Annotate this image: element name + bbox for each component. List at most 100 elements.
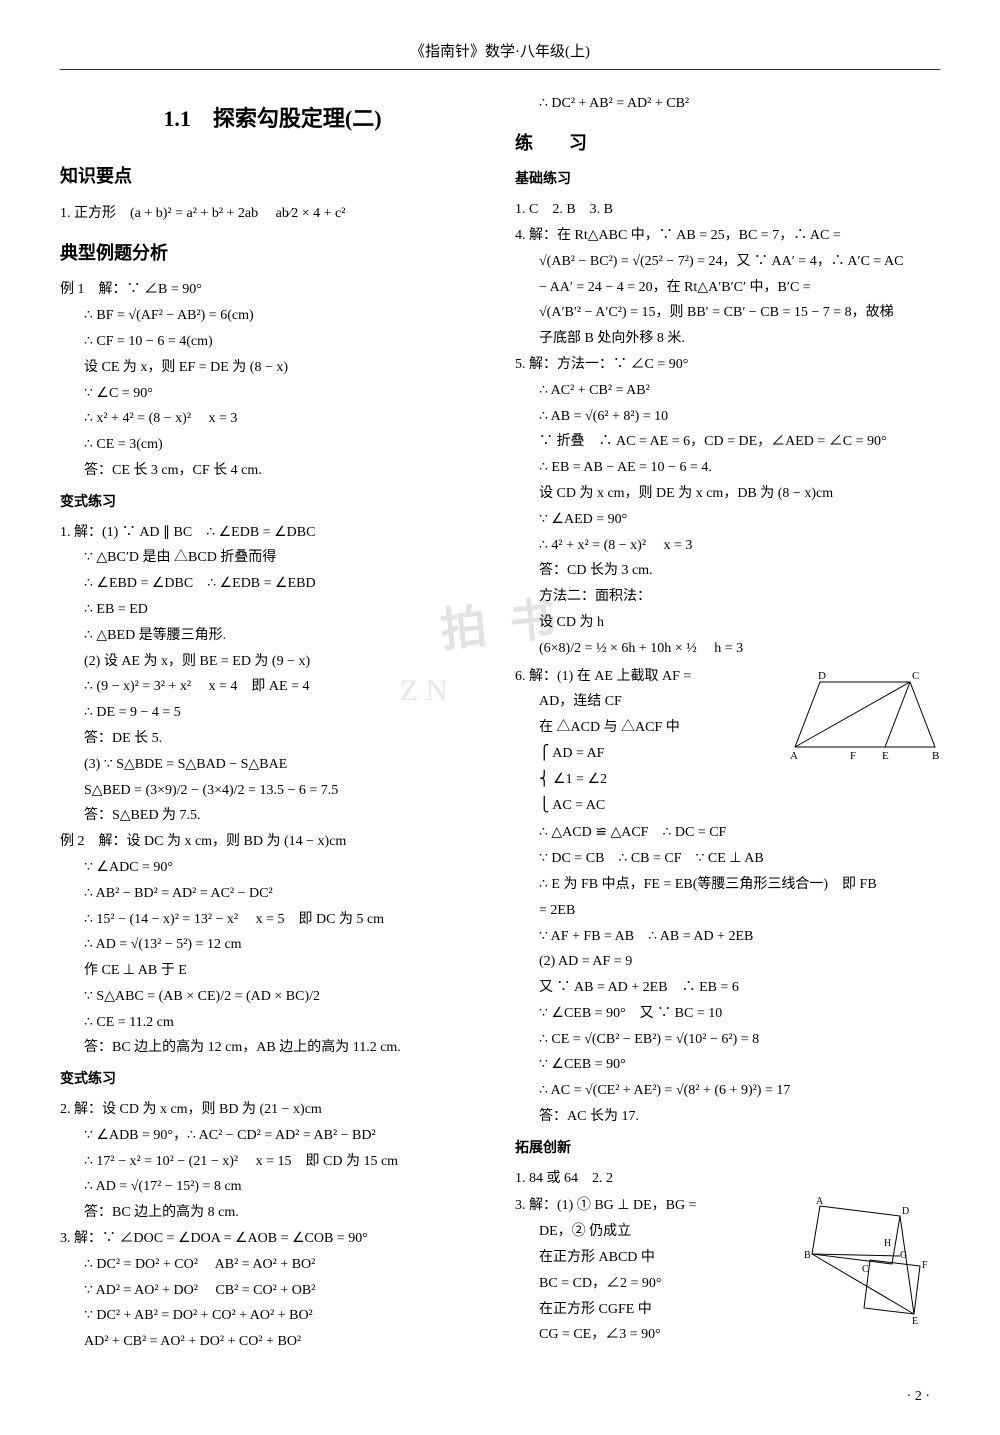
variant-1: 变式练习 bbox=[60, 491, 485, 515]
q6-l6: ∴ △ACD ≌ △ACF ∴ DC = CF bbox=[515, 821, 940, 845]
ex1-l1: ∴ BF = √(AF² − AB²) = 6(cm) bbox=[60, 304, 485, 328]
p1-l0: 1. 解：(1) ∵ AD ∥ BC ∴ ∠EDB = ∠DBC bbox=[60, 521, 485, 545]
q4-l1: √(AB² − BC²) = √(25² − 7²) = 24，又 ∵ AA′ … bbox=[515, 250, 940, 274]
page-number: · 2 · bbox=[907, 1389, 930, 1405]
q5-l6: ∵ ∠AED = 90° bbox=[515, 508, 940, 532]
q5-l1: ∴ AC² + CB² = AB² bbox=[515, 379, 940, 403]
p1-l9: (3) ∵ S△BDE = S△BAD − S△BAE bbox=[60, 753, 485, 777]
q6-l13: ∵ ∠CEB = 90° 又 ∵ BC = 10 bbox=[515, 1002, 940, 1026]
diagram-squares: A D H G B C F E bbox=[800, 1196, 940, 1326]
q3b-l5: CG = CE，∠3 = 90° bbox=[515, 1323, 790, 1347]
q6-l9: = 2EB bbox=[515, 899, 940, 923]
lbl2-A: A bbox=[816, 1196, 824, 1207]
ex1-l2: ∴ CF = 10 − 6 = 4(cm) bbox=[60, 330, 485, 354]
lbl2-B: B bbox=[804, 1250, 811, 1261]
page-header: 《指南针》数学·八年级(上) bbox=[60, 40, 940, 70]
ex1-l4: ∵ ∠C = 90° bbox=[60, 382, 485, 406]
lbl2-G: G bbox=[900, 1250, 907, 1261]
q5-l9: 方法二：面积法： bbox=[515, 585, 940, 609]
ex2-l0: 例 2 解：设 DC 为 x cm，则 BD 为 (14 − x)cm bbox=[60, 830, 485, 854]
ex1-l3: 设 CE 为 x，则 EF = DE 为 (8 − x) bbox=[60, 356, 485, 380]
ex1-l7: 答：CE 长 3 cm，CF 长 4 cm. bbox=[60, 459, 485, 483]
p2-l3: ∴ AD = √(17² − 15²) = 8 cm bbox=[60, 1175, 485, 1199]
q6-l1: AD，连结 CF bbox=[515, 690, 780, 714]
q4-l4: 子底部 B 处向外移 8 米. bbox=[515, 327, 940, 351]
practice-heading: 练 习 bbox=[515, 128, 940, 159]
ex2-l6: ∵ S△ABC = (AB × CE)/2 = (AD × BC)/2 bbox=[60, 985, 485, 1009]
lbl2-D: D bbox=[902, 1206, 909, 1217]
ex2-l8: 答：BC 边上的高为 12 cm，AB 边上的高为 11.2 cm. bbox=[60, 1036, 485, 1060]
q5-l8: 答：CD 长为 3 cm. bbox=[515, 559, 940, 583]
basic-answers: 1. C 2. B 3. B bbox=[515, 198, 940, 222]
ex2-l1: ∵ ∠ADC = 90° bbox=[60, 856, 485, 880]
q6-l10: ∵ AF + FB = AB ∴ AB = AD + 2EB bbox=[515, 925, 940, 949]
p1-l6: ∴ (9 − x)² = 3² + x² x = 4 即 AE = 4 bbox=[60, 675, 485, 699]
ex1-l6: ∴ CE = 3(cm) bbox=[60, 433, 485, 457]
examples-heading: 典型例题分析 bbox=[60, 238, 485, 269]
lbl2-C: C bbox=[862, 1264, 869, 1275]
q5-l4: ∴ EB = AB − AE = 10 − 6 = 4. bbox=[515, 456, 940, 480]
q3b-l2: 在正方形 ABCD 中 bbox=[515, 1246, 790, 1270]
diagram-trapezoid: D C A F E B bbox=[790, 667, 940, 767]
p3-l0: 3. 解：∵ ∠DOC = ∠DOA = ∠AOB = ∠COB = 90° bbox=[60, 1227, 485, 1251]
p1-l5: (2) 设 AE 为 x，则 BE = ED 为 (9 − x) bbox=[60, 650, 485, 674]
p1-l1: ∵ △BC′D 是由 △BCD 折叠而得 bbox=[60, 546, 485, 570]
q3b-l3: BC = CD，∠2 = 90° bbox=[515, 1272, 790, 1296]
lbl-B: B bbox=[932, 750, 939, 762]
ex1-l0: 例 1 解：∵ ∠B = 90° bbox=[60, 278, 485, 302]
q6-l0: 6. 解：(1) 在 AE 上截取 AF = bbox=[515, 665, 780, 689]
q5-l10: 设 CD 为 h bbox=[515, 611, 940, 635]
q6-l7: ∵ DC = CB ∴ CB = CF ∵ CE ⊥ AB bbox=[515, 847, 940, 871]
q4-l2: − AA′ = 24 − 4 = 20，在 Rt△A′B′C′ 中，B′C = bbox=[515, 276, 940, 300]
p1-l3: ∴ EB = ED bbox=[60, 598, 485, 622]
lbl-E: E bbox=[882, 750, 889, 762]
q5-l7: ∴ 4² + x² = (8 − x)² x = 3 bbox=[515, 534, 940, 558]
p3-l2: ∵ AD² = AO² + DO² CB² = CO² + OB² bbox=[60, 1279, 485, 1303]
p1-l2: ∴ ∠EBD = ∠DBC ∴ ∠EDB = ∠EBD bbox=[60, 572, 485, 596]
left-column: 1.1 探索勾股定理(二) 知识要点 1. 正方形 (a + b)² = a² … bbox=[60, 90, 485, 1356]
p3-l4: AD² + CB² = AO² + DO² + CO² + BO² bbox=[60, 1330, 485, 1354]
p2-l1: ∵ ∠ADB = 90°，∴ AC² − CD² = AD² = AB² − B… bbox=[60, 1124, 485, 1148]
lbl2-E: E bbox=[912, 1316, 918, 1326]
right-top: ∴ DC² + AB² = AD² + CB² bbox=[515, 92, 940, 116]
q6-l16: ∴ AC = √(CE² + AE²) = √(8² + (6 + 9)²) =… bbox=[515, 1079, 940, 1103]
q5-l11: (6×8)/2 = ½ × 6h + 10h × ½ h = 3 bbox=[515, 637, 940, 661]
p1-l7: ∴ DE = 9 − 4 = 5 bbox=[60, 701, 485, 725]
q4-l0: 4. 解：在 Rt△ABC 中，∵ AB = 25，BC = 7，∴ AC = bbox=[515, 224, 940, 248]
right-column: ∴ DC² + AB² = AD² + CB² 练 习 基础练习 1. C 2.… bbox=[515, 90, 940, 1356]
ex2-l3: ∴ 15² − (14 − x)² = 13² − x² x = 5 即 DC … bbox=[60, 908, 485, 932]
q6-l3: ⎧ AD = AF bbox=[515, 742, 780, 766]
q6-l15: ∵ ∠CEB = 90° bbox=[515, 1053, 940, 1077]
basic-heading: 基础练习 bbox=[515, 168, 940, 192]
q5-l0: 5. 解：方法一：∵ ∠C = 90° bbox=[515, 353, 940, 377]
p3-l1: ∴ DC² = DO² + CO² AB² = AO² + BO² bbox=[60, 1253, 485, 1277]
p1-l10: S△BED = (3×9)/2 − (3×4)/2 = 13.5 − 6 = 7… bbox=[60, 779, 485, 803]
p1-l4: ∴ △BED 是等腰三角形. bbox=[60, 624, 485, 648]
p2-l2: ∴ 17² − x² = 10² − (21 − x)² x = 15 即 CD… bbox=[60, 1150, 485, 1174]
lbl-A: A bbox=[790, 750, 798, 762]
lbl-F: F bbox=[850, 750, 856, 762]
p2-l0: 2. 解：设 CD 为 x cm，则 BD 为 (21 − x)cm bbox=[60, 1098, 485, 1122]
p3-l3: ∵ DC² + AB² = DO² + CO² + AO² + BO² bbox=[60, 1304, 485, 1328]
lbl-C: C bbox=[912, 670, 919, 682]
lbl-D: D bbox=[818, 670, 826, 682]
extend-answers: 1. 84 或 64 2. 2 bbox=[515, 1167, 940, 1191]
extend-heading: 拓展创新 bbox=[515, 1137, 940, 1161]
lbl2-H: H bbox=[884, 1238, 891, 1249]
q6-l8: ∴ E 为 FB 中点，FE = EB(等腰三角形三线合一) 即 FB bbox=[515, 873, 940, 897]
section-title: 1.1 探索勾股定理(二) bbox=[60, 100, 485, 137]
q6-l12: 又 ∵ AB = AD + 2EB ∴ EB = 6 bbox=[515, 976, 940, 1000]
q5-l3: ∵ 折叠 ∴ AC = AE = 6，CD = DE，∠AED = ∠C = 9… bbox=[515, 430, 940, 454]
variant-2: 变式练习 bbox=[60, 1068, 485, 1092]
kb-heading: 知识要点 bbox=[60, 161, 485, 192]
p1-l11: 答：S△BED 为 7.5. bbox=[60, 804, 485, 828]
q5-l5: 设 CD 为 x cm，则 DE 为 x cm，DB 为 (8 − x)cm bbox=[515, 482, 940, 506]
p1-l8: 答：DE 长 5. bbox=[60, 727, 485, 751]
q4-l3: √(A′B′² − A′C²) = 15，则 BB′ = CB′ − CB = … bbox=[515, 301, 940, 325]
ex2-l4: ∴ AD = √(13² − 5²) = 12 cm bbox=[60, 933, 485, 957]
ex1-l5: ∴ x² + 4² = (8 − x)² x = 3 bbox=[60, 407, 485, 431]
kb-line-1: 1. 正方形 (a + b)² = a² + b² + 2ab ab⁄2 × 4… bbox=[60, 202, 485, 226]
q6-l14: ∴ CE = √(CB² − EB²) = √(10² − 6²) = 8 bbox=[515, 1028, 940, 1052]
p2-l4: 答：BC 边上的高为 8 cm. bbox=[60, 1201, 485, 1225]
q3b-l4: 在正方形 CGFE 中 bbox=[515, 1298, 790, 1322]
